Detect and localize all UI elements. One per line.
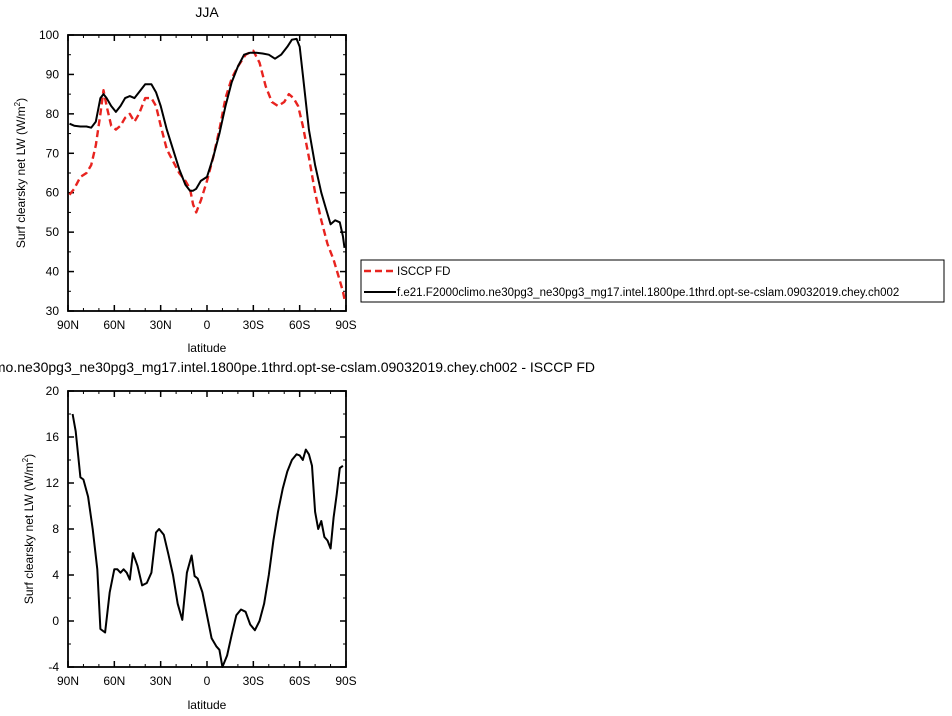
top-xtick-label: 30N	[150, 318, 172, 332]
bottom-x-axis-label: latitude	[188, 698, 227, 712]
bottom-y-axis-label-main: Surf clearsky net LW (W/m	[22, 462, 36, 604]
bottom-plot-frame	[67, 390, 347, 668]
top-y-ticks: 30 40 50 60 70 80 90 100	[39, 28, 346, 318]
top-xtick-label: 0	[204, 318, 211, 332]
top-ytick-label: 50	[46, 225, 60, 239]
bot-ytick-label: 8	[52, 522, 59, 536]
top-xtick-label: 60S	[289, 318, 310, 332]
bottom-panel: f.e21.F2000climo.ne30pg3_ne30pg3_mg17.in…	[0, 359, 595, 712]
bot-xtick-label: 90N	[57, 674, 79, 688]
legend-label-isccp: ISCCP FD	[397, 266, 450, 278]
bot-xtick-label: 30N	[150, 674, 172, 688]
bot-xtick-label: 90S	[335, 674, 356, 688]
top-ytick-label: 30	[46, 304, 60, 318]
top-y-axis-label-close: )	[14, 98, 28, 102]
top-xtick-label: 90S	[335, 318, 356, 332]
top-xtick-label: 60N	[103, 318, 125, 332]
top-series-lines	[68, 37, 346, 300]
top-chart-title: JJA	[195, 4, 219, 20]
top-series-line-1	[69, 37, 346, 249]
top-xtick-label: 30S	[243, 318, 264, 332]
bot-xtick-label: 60S	[289, 674, 310, 688]
bottom-y-axis-label-close: )	[22, 454, 36, 458]
bottom-y-ticks: -4 0 4 8 12 16 20	[46, 384, 346, 674]
bottom-x-ticks: 90N 60N 30N 0 30S 60S 90S	[57, 391, 357, 688]
bot-ytick-label: 12	[46, 476, 60, 490]
top-plot-frame	[67, 34, 347, 312]
top-ytick-label: 100	[39, 28, 59, 42]
top-series-line-0	[68, 49, 346, 300]
top-y-axis-label-sup: 2	[13, 101, 22, 106]
bottom-series-lines	[71, 413, 344, 668]
top-ytick-label: 60	[46, 186, 60, 200]
bot-ytick-label: 0	[52, 614, 59, 628]
bot-ytick-label: 20	[46, 384, 60, 398]
bottom-y-axis-label: Surf clearsky net LW (W/m2)	[21, 454, 36, 604]
bot-xtick-label: 60N	[103, 674, 125, 688]
bot-ytick-label: -4	[48, 660, 59, 674]
bot-ytick-label: 16	[46, 430, 60, 444]
bottom-chart-title: f.e21.F2000climo.ne30pg3_ne30pg3_mg17.in…	[0, 359, 595, 375]
top-x-ticks: 90N 60N 30N 0 30S 60S 90S	[57, 35, 357, 332]
top-y-axis-label-main: Surf clearsky net LW (W/m	[14, 106, 28, 248]
bot-series-line-0	[71, 413, 344, 668]
top-ytick-label: 80	[46, 107, 60, 121]
top-xtick-label: 90N	[57, 318, 79, 332]
top-y-axis-label: Surf clearsky net LW (W/m2)	[13, 98, 28, 248]
legend-box	[360, 259, 945, 303]
bot-ytick-label: 4	[52, 568, 59, 582]
legend-label-model: f.e21.F2000climo.ne30pg3_ne30pg3_mg17.in…	[397, 287, 899, 299]
bot-xtick-label: 0	[204, 674, 211, 688]
top-ytick-label: 40	[46, 265, 60, 279]
top-ytick-label: 70	[46, 146, 60, 160]
bottom-y-axis-label-sup: 2	[21, 457, 30, 462]
legend: ISCCP FD f.e21.F2000climo.ne30pg3_ne30pg…	[360, 259, 945, 303]
top-ytick-label: 90	[46, 67, 60, 81]
bot-xtick-label: 30S	[243, 674, 264, 688]
top-x-axis-label: latitude	[188, 341, 227, 355]
